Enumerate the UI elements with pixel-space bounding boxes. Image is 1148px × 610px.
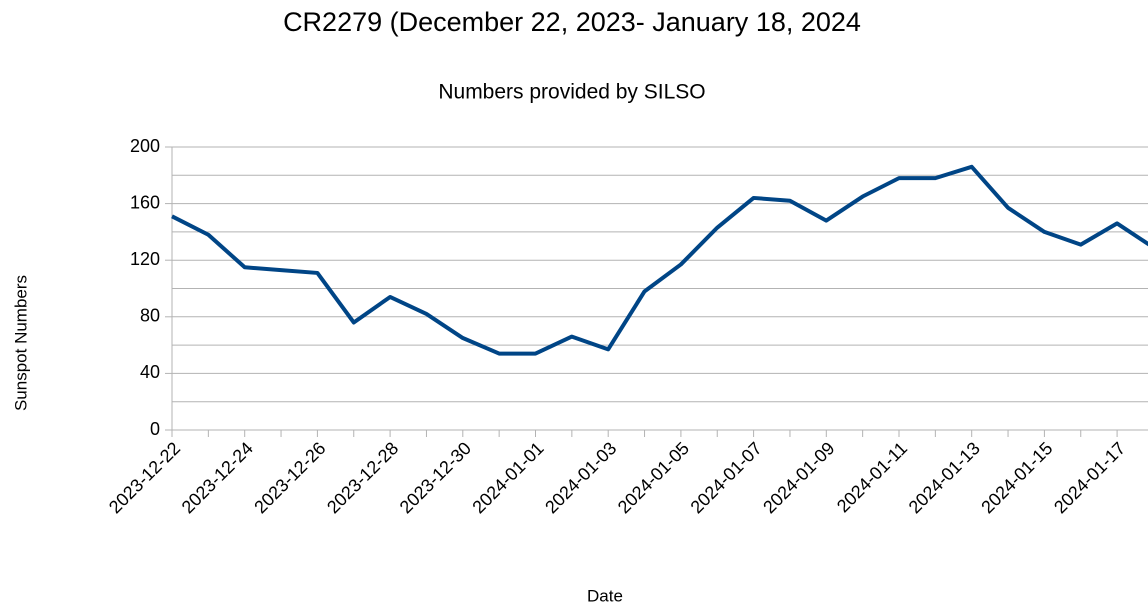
y-tick-label: 80: [140, 306, 160, 326]
y-axis-title: Sunspot Numbers: [11, 275, 30, 411]
x-tick-label: 2024-01-17: [1050, 438, 1129, 517]
x-tick-label: 2024-01-11: [833, 438, 911, 516]
x-tick-label: 2024-01-01: [468, 438, 547, 517]
x-tick-label: 2024-01-15: [977, 438, 1056, 517]
x-tick-label: 2023-12-28: [323, 438, 402, 517]
x-tick-label: 2024-01-03: [541, 438, 620, 517]
chart-title: CR2279 (December 22, 2023- January 18, 2…: [283, 7, 861, 37]
x-tick-label: 2024-01-09: [759, 438, 838, 517]
y-tick-label: 120: [130, 249, 160, 269]
x-tick-label: 2023-12-30: [396, 438, 475, 517]
y-tick-label: 40: [140, 362, 160, 382]
x-axis-title: Date: [587, 586, 623, 605]
x-tick-label: 2023-12-22: [105, 438, 184, 517]
x-tick-label: 2023-12-24: [178, 438, 257, 517]
data-line: [171, 164, 1148, 356]
x-tick-label: 2024-01-13: [905, 438, 984, 517]
chart-subtitle: Numbers provided by SILSO: [438, 81, 705, 104]
y-tick-label: 160: [130, 192, 160, 212]
x-tick-label: 2023-12-26: [250, 438, 329, 517]
x-tick-label: 2024-01-05: [614, 438, 693, 517]
y-tick-label: 0: [150, 419, 160, 439]
x-tick-label: 2024-01-07: [687, 438, 766, 517]
y-tick-label: 200: [130, 136, 160, 156]
